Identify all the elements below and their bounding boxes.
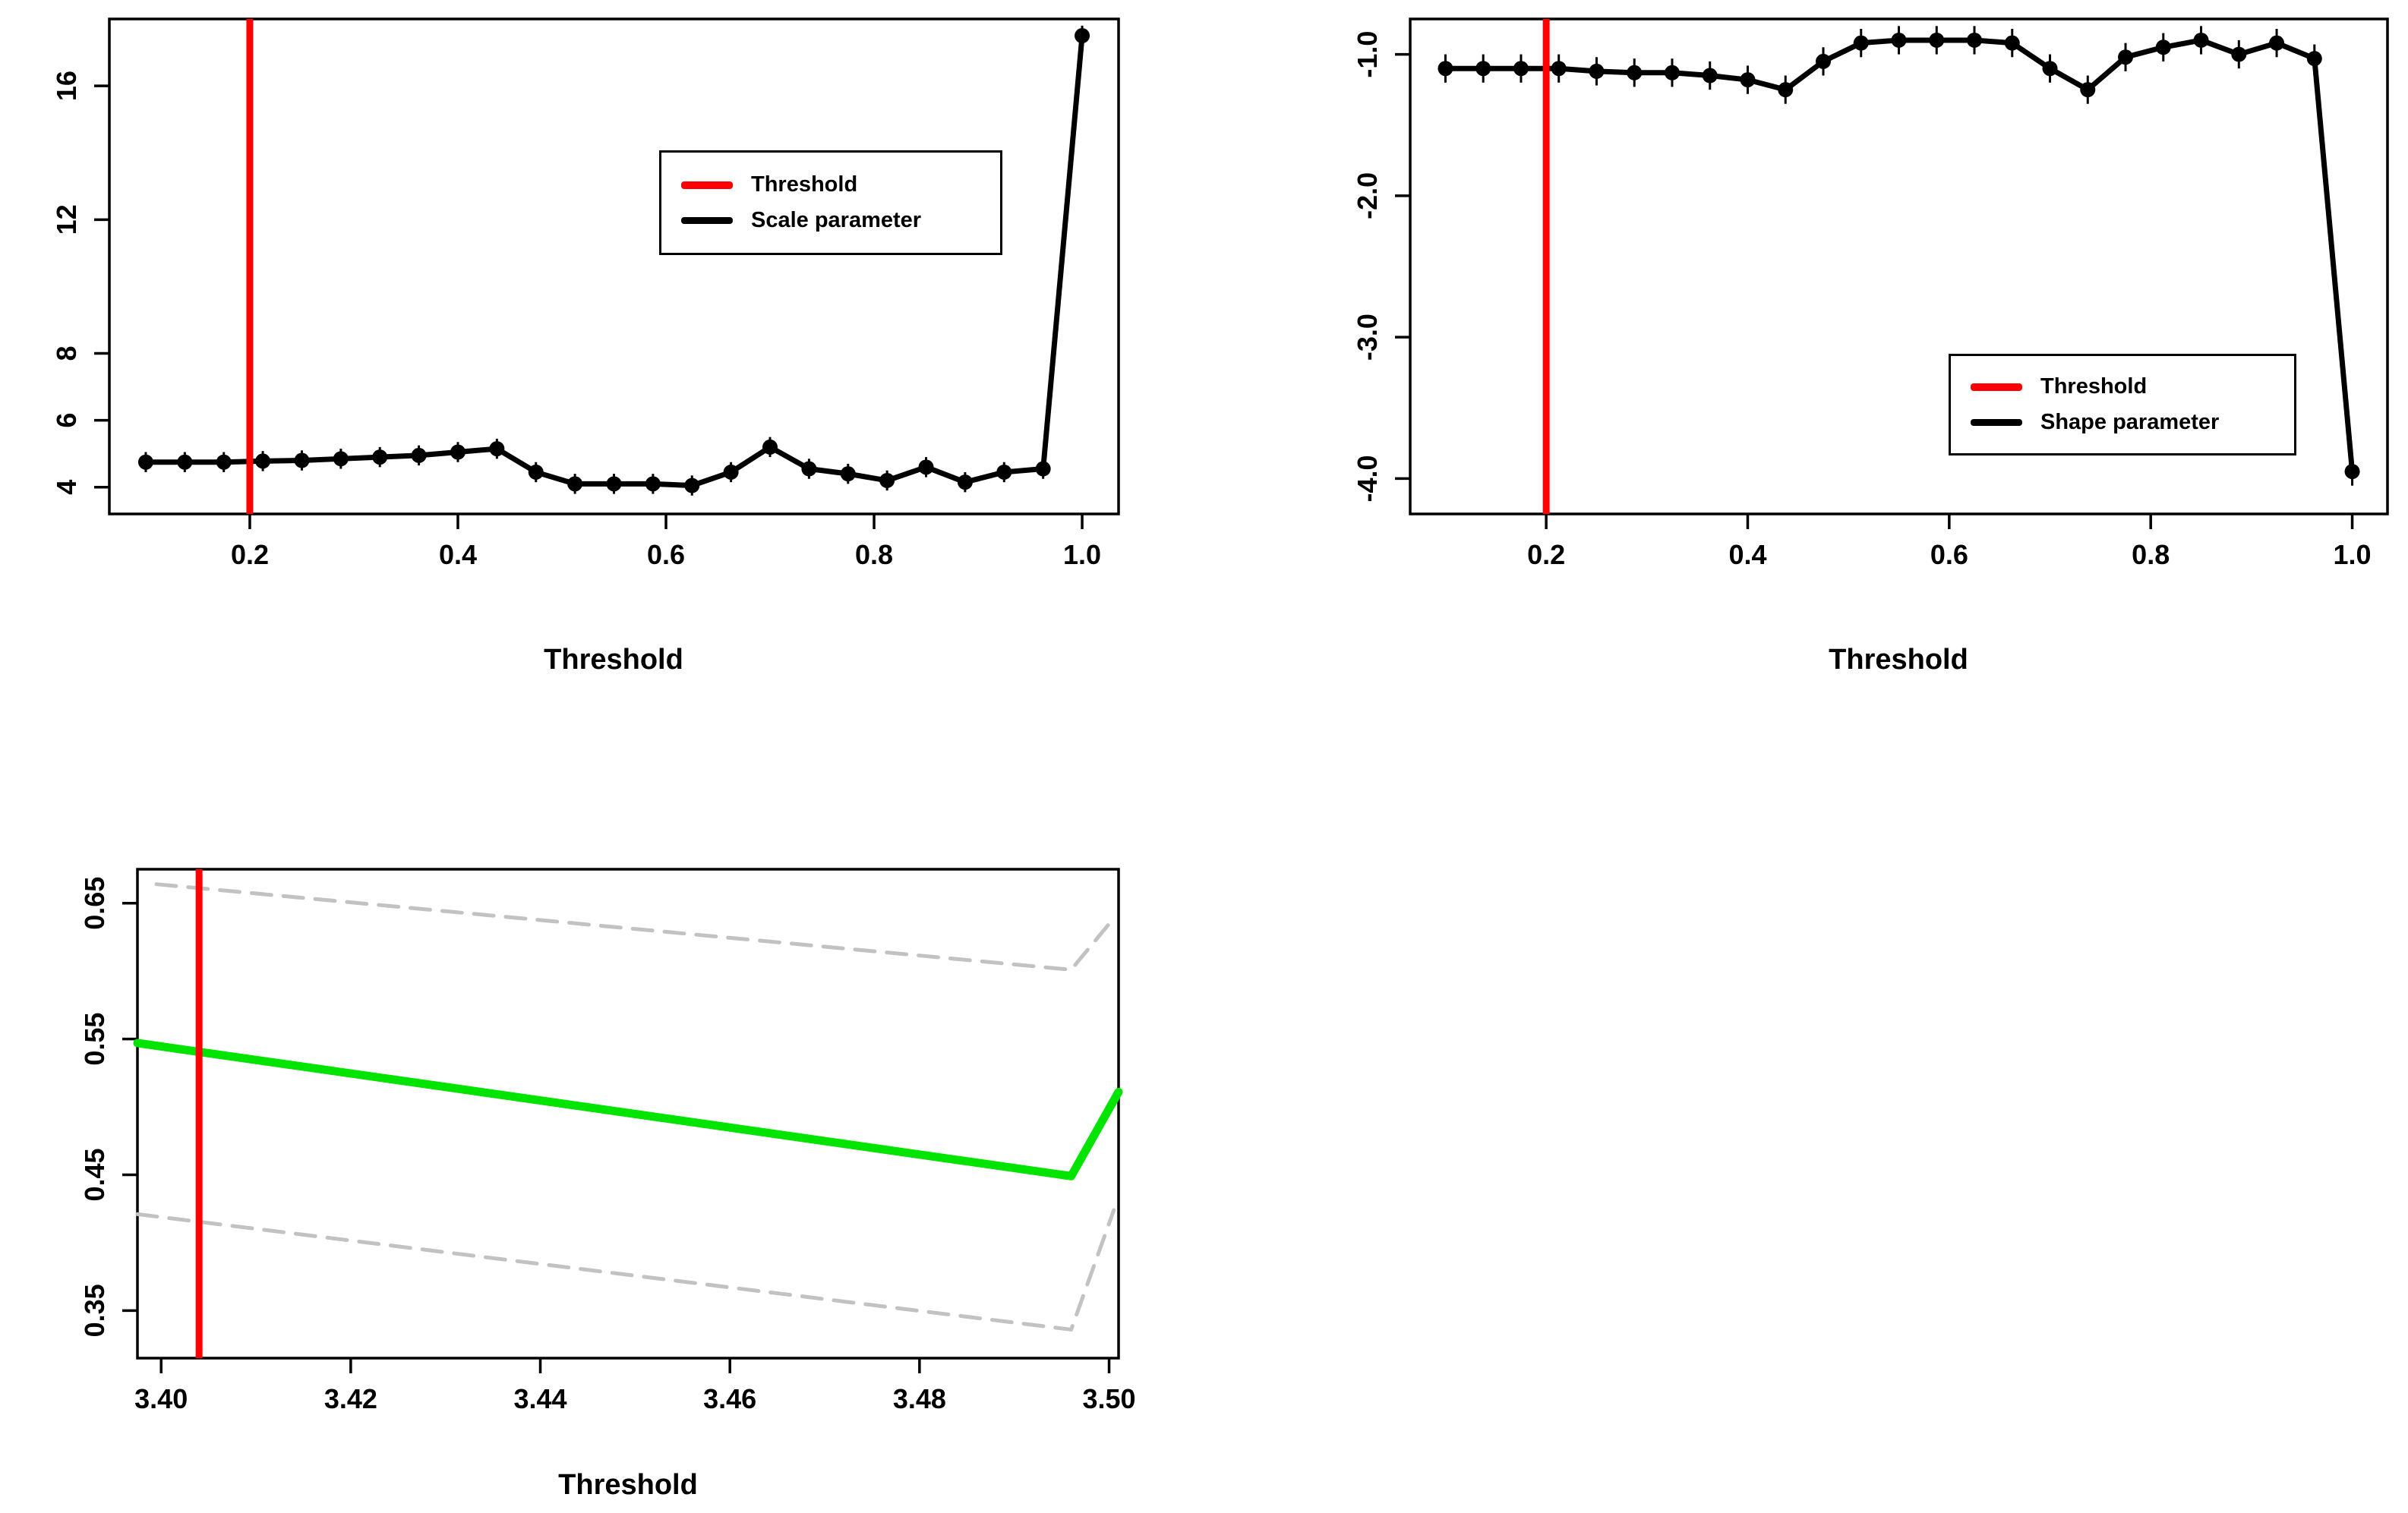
svg-text:0.45: 0.45 bbox=[79, 1148, 110, 1201]
svg-text:3.50: 3.50 bbox=[1082, 1383, 1135, 1414]
svg-text:4: 4 bbox=[51, 480, 82, 495]
svg-text:0.35: 0.35 bbox=[79, 1284, 110, 1337]
legend-entry-threshold: Threshold bbox=[681, 172, 980, 197]
svg-text:0.65: 0.65 bbox=[79, 877, 110, 930]
svg-text:0.4: 0.4 bbox=[439, 539, 477, 570]
legend-entry-scale-parameter: Scale parameter bbox=[681, 208, 980, 233]
fit-plot-frame bbox=[136, 868, 1120, 1360]
legend-label: Shape parameter bbox=[2040, 410, 2220, 434]
scale-plot-frame bbox=[108, 17, 1120, 515]
svg-text:0.8: 0.8 bbox=[2132, 539, 2170, 570]
svg-text:-2.0: -2.0 bbox=[1352, 172, 1383, 219]
svg-text:16: 16 bbox=[51, 71, 82, 101]
fit-plot-xlabel: Threshold bbox=[558, 1469, 698, 1501]
svg-text:-4.0: -4.0 bbox=[1352, 455, 1383, 502]
svg-text:3.46: 3.46 bbox=[703, 1383, 756, 1414]
svg-text:0.4: 0.4 bbox=[1728, 539, 1766, 570]
svg-text:6: 6 bbox=[51, 413, 82, 428]
scale-plot-xlabel: Threshold bbox=[544, 644, 683, 676]
svg-text:0.6: 0.6 bbox=[647, 539, 685, 570]
shape-plot-frame bbox=[1409, 17, 2389, 515]
legend-label: Threshold bbox=[751, 172, 858, 197]
shape-plot-legend: Threshold Shape parameter bbox=[1949, 354, 2296, 455]
svg-text:0.2: 0.2 bbox=[231, 539, 269, 570]
threshold-line-swatch bbox=[681, 181, 733, 189]
svg-text:8: 8 bbox=[51, 346, 82, 361]
svg-text:1.0: 1.0 bbox=[2334, 539, 2372, 570]
legend-label: Scale parameter bbox=[751, 208, 922, 232]
svg-text:0.55: 0.55 bbox=[79, 1013, 110, 1066]
legend-entry-shape-parameter: Shape parameter bbox=[1971, 410, 2274, 435]
svg-text:3.44: 3.44 bbox=[513, 1383, 566, 1414]
svg-text:3.42: 3.42 bbox=[324, 1383, 377, 1414]
svg-text:-1.0: -1.0 bbox=[1352, 31, 1383, 78]
fit-plot: 3.40 3.42 3.44 3.46 3.48 3.50 0.35 0.45 0.55 0.65 bbox=[79, 868, 1136, 1414]
svg-text:0.8: 0.8 bbox=[855, 539, 893, 570]
svg-text:-3.0: -3.0 bbox=[1352, 314, 1383, 361]
shape-plot-xlabel: Threshold bbox=[1829, 644, 1968, 676]
svg-text:0.6: 0.6 bbox=[1930, 539, 1968, 570]
svg-text:1.0: 1.0 bbox=[1063, 539, 1101, 570]
shape-plot: 0.2 0.4 0.6 0.8 1.0 -1.0 -2.0 -3.0 -4.0 bbox=[1352, 17, 2389, 570]
svg-text:3.48: 3.48 bbox=[893, 1383, 946, 1414]
shape-parameter-line-swatch bbox=[1971, 419, 2022, 426]
svg-text:0.2: 0.2 bbox=[1527, 539, 1565, 570]
scale-plot: 0.2 0.4 0.6 0.8 1.0 4 6 8 12 16 bbox=[51, 17, 1120, 570]
scale-plot-legend: Threshold Scale parameter bbox=[659, 150, 1002, 255]
svg-text:3.40: 3.40 bbox=[134, 1383, 188, 1414]
legend-label: Threshold bbox=[2040, 374, 2148, 399]
svg-text:12: 12 bbox=[51, 204, 82, 235]
scale-parameter-line-swatch bbox=[681, 217, 733, 224]
threshold-line-swatch bbox=[1971, 383, 2022, 391]
legend-entry-threshold: Threshold bbox=[1971, 374, 2274, 399]
